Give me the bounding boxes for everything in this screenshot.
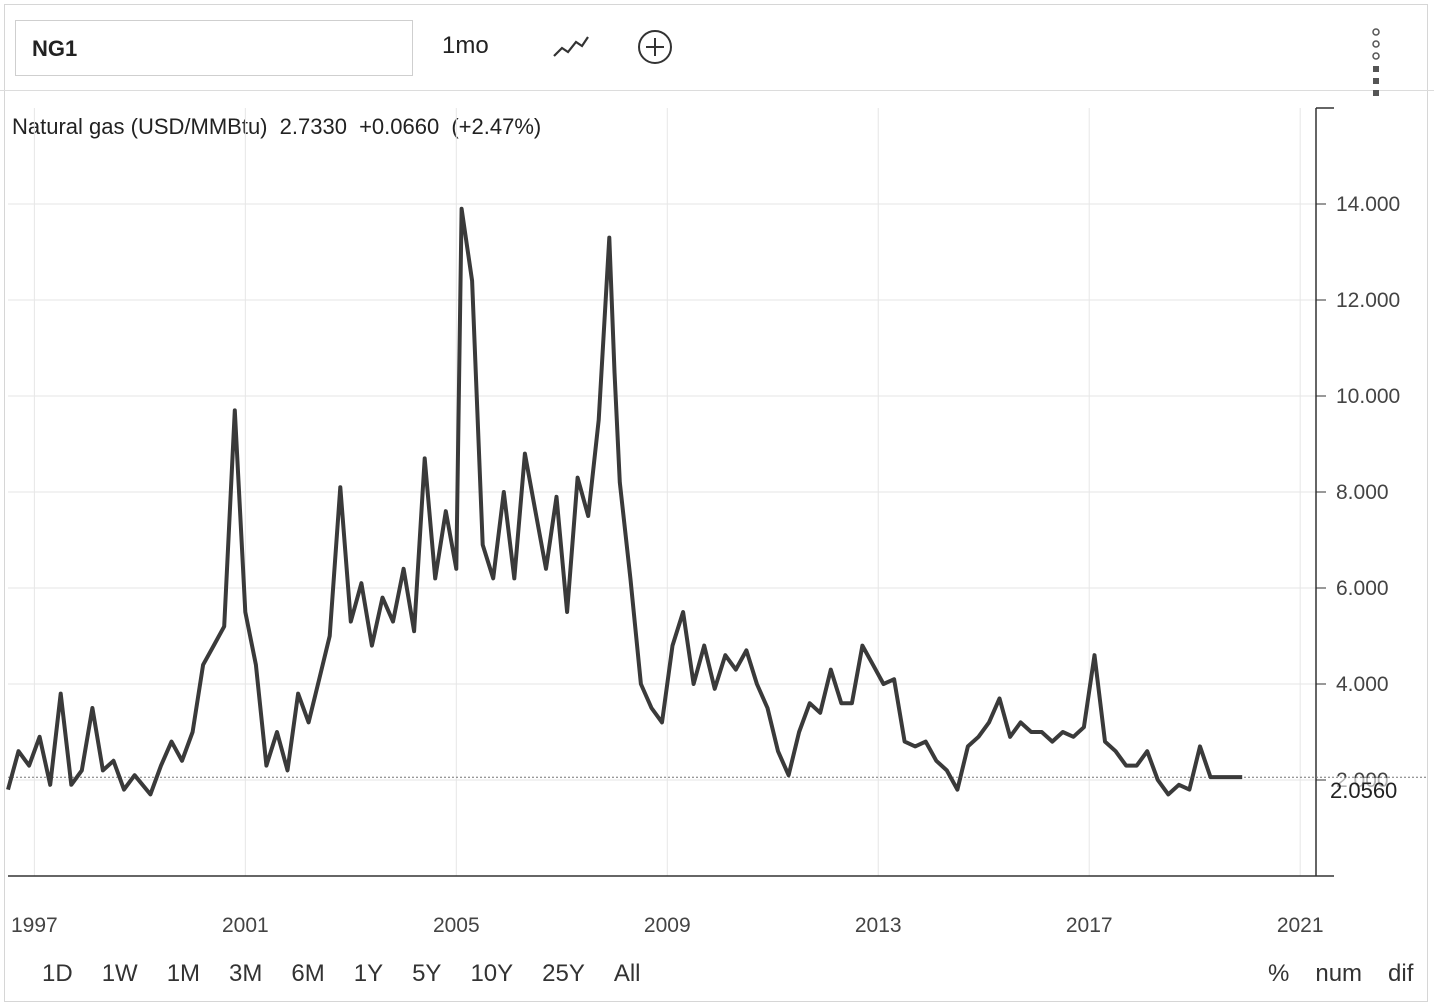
y-tick-label: 10.000 bbox=[1336, 385, 1400, 408]
x-tick-label: 2017 bbox=[1066, 914, 1113, 937]
x-tick-label: 2001 bbox=[222, 914, 269, 937]
range-1w[interactable]: 1W bbox=[101, 960, 138, 987]
x-tick-label: 2009 bbox=[644, 914, 691, 937]
range-10y[interactable]: 10Y bbox=[470, 960, 514, 987]
y-tick-label: 4.000 bbox=[1336, 673, 1389, 696]
y-tick-label: 8.000 bbox=[1336, 481, 1389, 504]
interval-selector[interactable]: 1mo bbox=[442, 32, 489, 59]
vertical-dots-icon[interactable] bbox=[1366, 26, 1386, 98]
y-tick-label: 14.000 bbox=[1336, 193, 1400, 216]
range-6m[interactable]: 6M bbox=[291, 960, 325, 987]
mode-dif[interactable]: dif bbox=[1388, 960, 1414, 987]
chart-toolbar: NG1 1mo bbox=[0, 0, 1434, 96]
price-legend: Natural gas (USD/MMBtu) 2.7330 +0.0660 (… bbox=[12, 114, 547, 140]
x-tick-label: 2013 bbox=[855, 914, 902, 937]
range-1d[interactable]: 1D bbox=[42, 960, 73, 987]
mode-selector: % num dif bbox=[1242, 960, 1413, 988]
last-price-label: 2.0560 bbox=[1330, 778, 1398, 804]
x-tick-label: 1997 bbox=[11, 914, 58, 937]
legend-price: 2.7330 bbox=[279, 114, 347, 139]
chart-frame bbox=[4, 4, 1428, 1002]
legend-name: Natural gas (USD/MMBtu) bbox=[12, 114, 268, 139]
mode-percent[interactable]: % bbox=[1268, 960, 1290, 987]
legend-change: +0.0660 bbox=[359, 114, 440, 139]
symbol-input[interactable]: NG1 bbox=[15, 20, 413, 76]
range-3m[interactable]: 3M bbox=[229, 960, 263, 987]
range-1m[interactable]: 1M bbox=[166, 960, 201, 987]
range-25y[interactable]: 25Y bbox=[542, 960, 585, 987]
price-chart[interactable]: 2.0004.0006.0008.00010.00014.00012.00019… bbox=[0, 0, 1434, 950]
range-1y[interactable]: 1Y bbox=[353, 960, 384, 987]
series-line bbox=[6, 206, 1243, 797]
mode-num[interactable]: num bbox=[1315, 960, 1363, 987]
plus-circle-icon[interactable] bbox=[636, 28, 674, 66]
line-chart-icon[interactable] bbox=[552, 34, 590, 60]
x-tick-label: 2021 bbox=[1277, 914, 1324, 937]
x-tick-label: 2005 bbox=[433, 914, 480, 937]
y-tick-label: 6.000 bbox=[1336, 577, 1389, 600]
range-all[interactable]: All bbox=[613, 960, 641, 987]
range-5y[interactable]: 5Y bbox=[412, 960, 442, 987]
range-selector: 1D 1W 1M 3M 6M 1Y 5Y 10Y 25Y All bbox=[42, 960, 670, 988]
legend-change-pct: (+2.47%) bbox=[451, 114, 542, 139]
y-tick-label: 12.000 bbox=[1336, 289, 1400, 312]
